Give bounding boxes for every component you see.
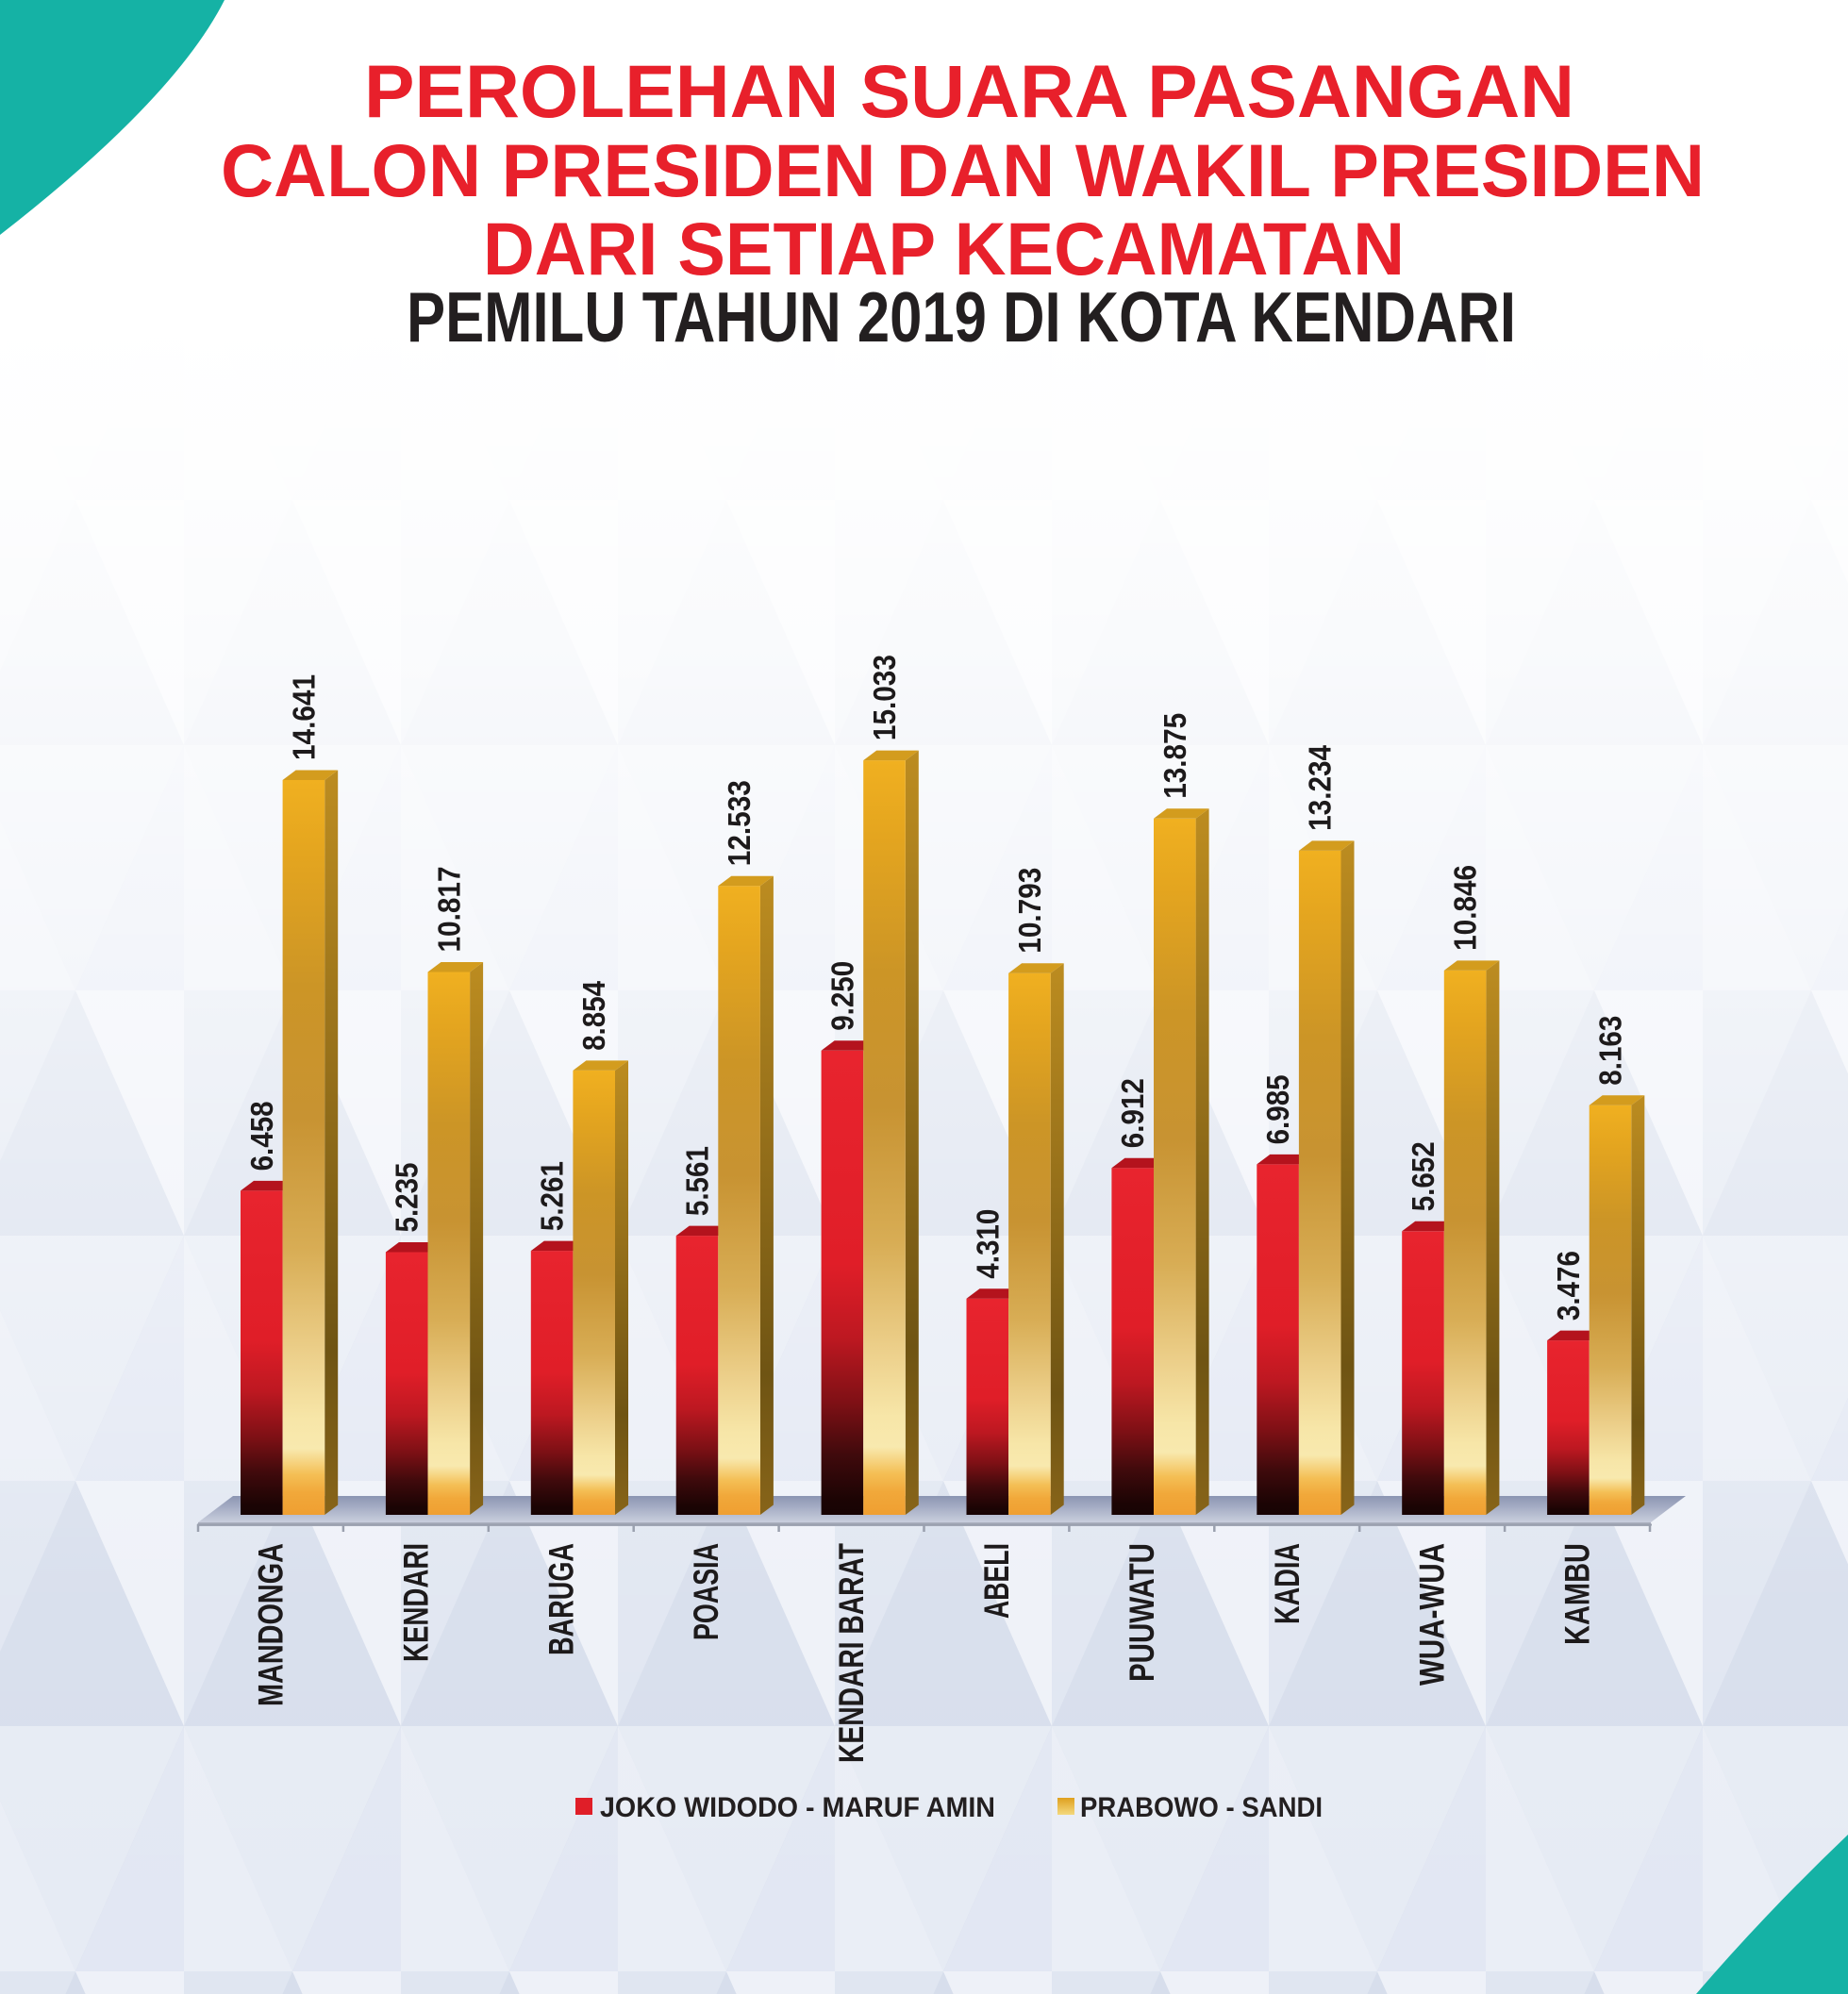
svg-text:6.912: 6.912 bbox=[1115, 1078, 1150, 1148]
svg-text:KENDARI BARAT: KENDARI BARAT bbox=[832, 1543, 871, 1763]
svg-text:MANDONGA: MANDONGA bbox=[252, 1543, 291, 1706]
svg-text:8.854: 8.854 bbox=[576, 980, 611, 1051]
svg-text:POASIA: POASIA bbox=[687, 1543, 725, 1640]
svg-text:PRABOWO - SANDI: PRABOWO - SANDI bbox=[1080, 1792, 1323, 1823]
svg-text:5.235: 5.235 bbox=[390, 1163, 425, 1233]
svg-text:KENDARI: KENDARI bbox=[396, 1543, 435, 1662]
svg-text:ABELI: ABELI bbox=[977, 1543, 1016, 1619]
svg-text:12.533: 12.533 bbox=[722, 780, 757, 866]
svg-text:6.985: 6.985 bbox=[1260, 1074, 1295, 1144]
svg-text:DARI SETIAP KECAMATAN: DARI SETIAP KECAMATAN bbox=[483, 207, 1405, 291]
svg-text:5.261: 5.261 bbox=[535, 1161, 570, 1231]
svg-text:KAMBU: KAMBU bbox=[1558, 1543, 1597, 1645]
svg-text:4.310: 4.310 bbox=[970, 1209, 1005, 1279]
svg-text:13.875: 13.875 bbox=[1157, 713, 1192, 799]
svg-text:CALON PRESIDEN DAN WAKIL PRESI: CALON PRESIDEN DAN WAKIL PRESIDEN bbox=[221, 128, 1705, 212]
svg-text:14.641: 14.641 bbox=[286, 674, 321, 760]
svg-text:PEROLEHAN SUARA PASANGAN: PEROLEHAN SUARA PASANGAN bbox=[364, 49, 1574, 133]
svg-text:BARUGA: BARUGA bbox=[541, 1543, 580, 1655]
svg-text:10.817: 10.817 bbox=[431, 867, 466, 953]
svg-text:KADIA: KADIA bbox=[1268, 1543, 1307, 1624]
svg-text:PUUWATU: PUUWATU bbox=[1123, 1543, 1161, 1682]
svg-text:6.458: 6.458 bbox=[244, 1101, 279, 1171]
svg-text:13.234: 13.234 bbox=[1303, 744, 1338, 831]
svg-text:5.561: 5.561 bbox=[680, 1146, 715, 1216]
svg-text:9.250: 9.250 bbox=[824, 961, 859, 1031]
svg-text:15.033: 15.033 bbox=[867, 655, 902, 740]
svg-text:10.793: 10.793 bbox=[1012, 868, 1047, 954]
svg-text:WUA-WUA: WUA-WUA bbox=[1413, 1543, 1452, 1686]
svg-text:10.846: 10.846 bbox=[1448, 865, 1483, 951]
svg-text:8.163: 8.163 bbox=[1593, 1016, 1628, 1086]
svg-text:3.476: 3.476 bbox=[1551, 1251, 1586, 1321]
svg-text:JOKO WIDODO - MARUF AMIN: JOKO WIDODO - MARUF AMIN bbox=[600, 1792, 995, 1823]
svg-text:5.652: 5.652 bbox=[1406, 1141, 1440, 1211]
svg-text:PEMILU TAHUN 2019 DI KOTA KEND: PEMILU TAHUN 2019 DI KOTA KENDARI bbox=[407, 277, 1516, 357]
